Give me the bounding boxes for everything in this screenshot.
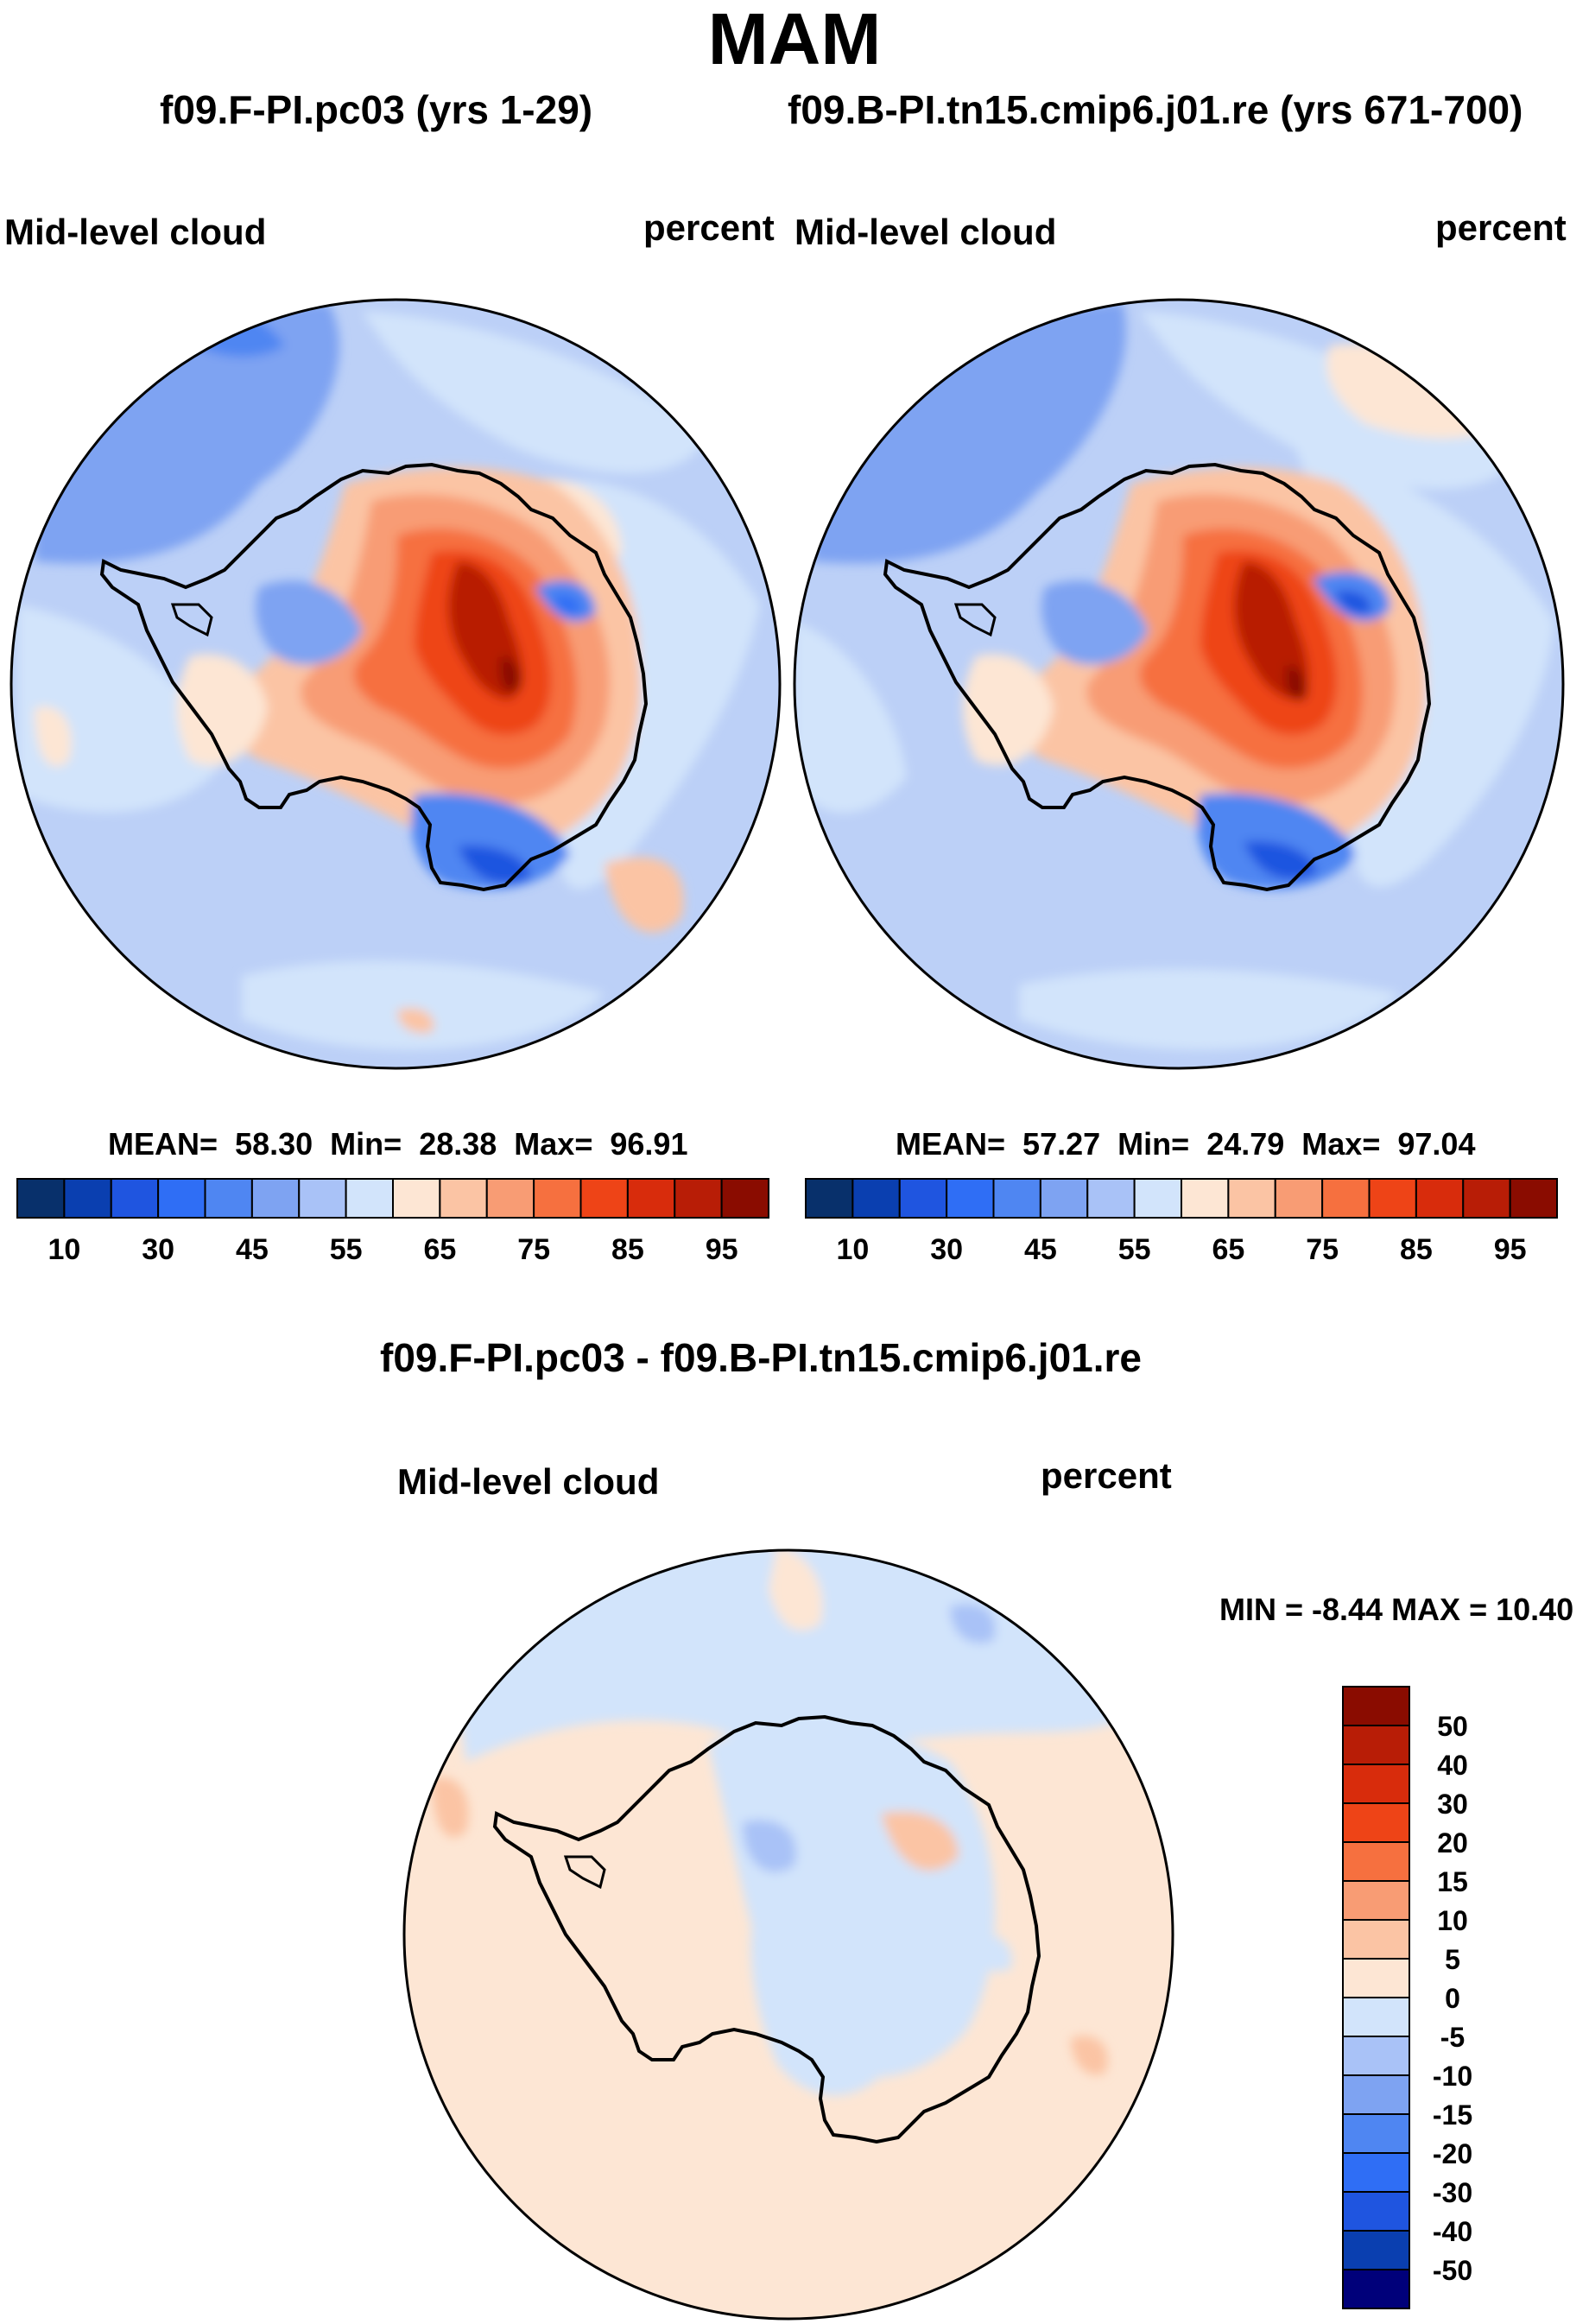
colorbar-difference-swatch (1342, 1880, 1410, 1921)
colorbar-right-swatch (1086, 1178, 1136, 1219)
colorbar-right-tick-label: 75 (1306, 1233, 1339, 1266)
colorbar-right-swatch (1181, 1178, 1230, 1219)
map-right-coupled (793, 298, 1565, 1070)
map-left-control (9, 298, 782, 1070)
colorbar-left-swatch (392, 1178, 441, 1219)
colorbar-left-swatch (204, 1178, 253, 1219)
colorbar-left-tick-label: 55 (330, 1233, 363, 1266)
diff-variable: Mid-level cloud (397, 1461, 660, 1502)
colorbar-difference-swatch (1342, 2113, 1410, 2154)
colorbar-right-swatch (992, 1178, 1041, 1219)
colorbar-difference-swatch (1342, 2269, 1410, 2309)
colorbar-difference-swatch (1342, 1958, 1410, 1998)
colorbar-left-swatch (720, 1178, 769, 1219)
colorbar-right-tick-label: 85 (1400, 1233, 1433, 1266)
colorbar-right-swatch (1368, 1178, 1417, 1219)
colorbar-left-tick-label: 65 (423, 1233, 456, 1266)
colorbar-left-swatch (439, 1178, 488, 1219)
colorbar-difference-tick-label: -10 (1433, 2061, 1472, 2092)
panel-left-title: f09.F-PI.pc03 (yrs 1-29) (160, 87, 593, 132)
colorbar-right-tick-label: 10 (836, 1233, 869, 1266)
panel-left-units: percent (643, 207, 775, 248)
diff-units: percent (1041, 1455, 1172, 1496)
colorbar-difference-swatch (1342, 2152, 1410, 2193)
colorbar-difference-tick-label: 30 (1437, 1789, 1468, 1820)
colorbar-right-tick-label: 45 (1024, 1233, 1057, 1266)
colorbar-left-swatch (345, 1178, 394, 1219)
colorbar-right-swatch (851, 1178, 901, 1219)
colorbar-right-swatch (805, 1178, 854, 1219)
colorbar-difference-tick-label: 50 (1437, 1711, 1468, 1742)
panel-left-stats: MEAN= 58.30 Min= 28.38 Max= 96.91 (108, 1126, 688, 1162)
colorbar-right-swatch (1415, 1178, 1465, 1219)
colorbar-left-swatch (16, 1178, 66, 1219)
colorbar-difference-swatch (1342, 2074, 1410, 2115)
colorbar-right-tick-label: 95 (1494, 1233, 1527, 1266)
colorbar-right-tick-label: 65 (1212, 1233, 1244, 1266)
colorbar-difference-tick-label: 0 (1445, 1983, 1460, 2014)
colorbar-left-tick-label: 95 (706, 1233, 738, 1266)
colorbar-left-swatch (626, 1178, 676, 1219)
diff-title: f09.F-PI.pc03 - f09.B-PI.tn15.cmip6.j01.… (380, 1335, 1142, 1380)
colorbar-difference-tick-label: -5 (1440, 2022, 1465, 2053)
colorbar-right-swatch (1039, 1178, 1089, 1219)
colorbar-difference-swatch (1342, 2230, 1410, 2270)
panel-left-variable: Mid-level cloud (4, 212, 267, 252)
colorbar-difference-swatch (1342, 2191, 1410, 2232)
colorbar-difference-swatch (1342, 1841, 1410, 1882)
colorbar-right-swatch (1462, 1178, 1511, 1219)
colorbar-right-swatch (1274, 1178, 1324, 1219)
colorbar-left-tick-label: 30 (142, 1233, 174, 1266)
panel-right-units: percent (1435, 207, 1567, 248)
colorbar-right: 10 30 45 55 65 75 85 95 (805, 1178, 1558, 1266)
colorbar-difference-tick-label: -50 (1433, 2255, 1472, 2286)
colorbar-left-swatch (533, 1178, 582, 1219)
colorbar-difference-tick-label: -30 (1433, 2177, 1472, 2208)
colorbar-left-tick-label: 75 (517, 1233, 550, 1266)
colorbar-right-swatch (1509, 1178, 1558, 1219)
colorbar-right-tick-label: 30 (930, 1233, 963, 1266)
colorbar-left-swatch (579, 1178, 629, 1219)
colorbar-difference-tick-label: -15 (1433, 2099, 1472, 2131)
colorbar-difference-swatch (1342, 1764, 1410, 1804)
panel-right-stats: MEAN= 57.27 Min= 24.79 Max= 97.04 (896, 1126, 1476, 1162)
panel-right-variable: Mid-level cloud (794, 212, 1057, 252)
colorbar-difference-tick-label: 15 (1437, 1866, 1468, 1897)
diff-min-max: MIN = -8.44 MAX = 10.40 (1219, 1592, 1574, 1627)
colorbar-left-swatch (250, 1178, 301, 1219)
colorbar-right-swatch (898, 1178, 948, 1219)
colorbar-difference-tick-label: 5 (1445, 1944, 1460, 1975)
colorbar-left: 10 30 45 55 65 75 85 95 (16, 1178, 769, 1266)
colorbar-left-swatch (485, 1178, 535, 1219)
map-difference (402, 1548, 1174, 2321)
colorbar-difference-swatch (1342, 1725, 1410, 1765)
colorbar-left-tick-label: 85 (611, 1233, 644, 1266)
colorbar-left-tick-label: 10 (47, 1233, 80, 1266)
colorbar-left-swatch (110, 1178, 160, 1219)
colorbar-right-tick-label: 55 (1118, 1233, 1151, 1266)
colorbar-difference-swatch (1342, 1802, 1410, 1843)
colorbar-left-swatch (63, 1178, 112, 1219)
colorbar-difference-tick-label: 20 (1437, 1827, 1468, 1859)
colorbar-difference-tick-label: 10 (1437, 1905, 1468, 1936)
colorbar-left-swatch (674, 1178, 723, 1219)
colorbar-left-swatch (298, 1178, 347, 1219)
colorbar-right-swatch (1227, 1178, 1276, 1219)
colorbar-right-swatch (1321, 1178, 1371, 1219)
colorbar-left-tick-label: 45 (236, 1233, 269, 1266)
colorbar-right-swatch (946, 1178, 995, 1219)
season-title: MAM (707, 0, 882, 79)
colorbar-difference-tick-label: -20 (1433, 2138, 1472, 2169)
colorbar-difference-tick-label: -40 (1433, 2216, 1472, 2247)
colorbar-right-swatch (1133, 1178, 1182, 1219)
colorbar-difference-swatch (1342, 1919, 1410, 1960)
colorbar-difference-swatch (1342, 2036, 1410, 2076)
colorbar-left-swatch (157, 1178, 206, 1219)
colorbar-difference-swatch (1342, 1997, 1410, 2037)
panel-right-title: f09.B-PI.tn15.cmip6.j01.re (yrs 671-700) (788, 87, 1523, 132)
colorbar-difference-swatch (1342, 1686, 1410, 1726)
colorbar-difference-tick-label: 40 (1437, 1750, 1468, 1781)
